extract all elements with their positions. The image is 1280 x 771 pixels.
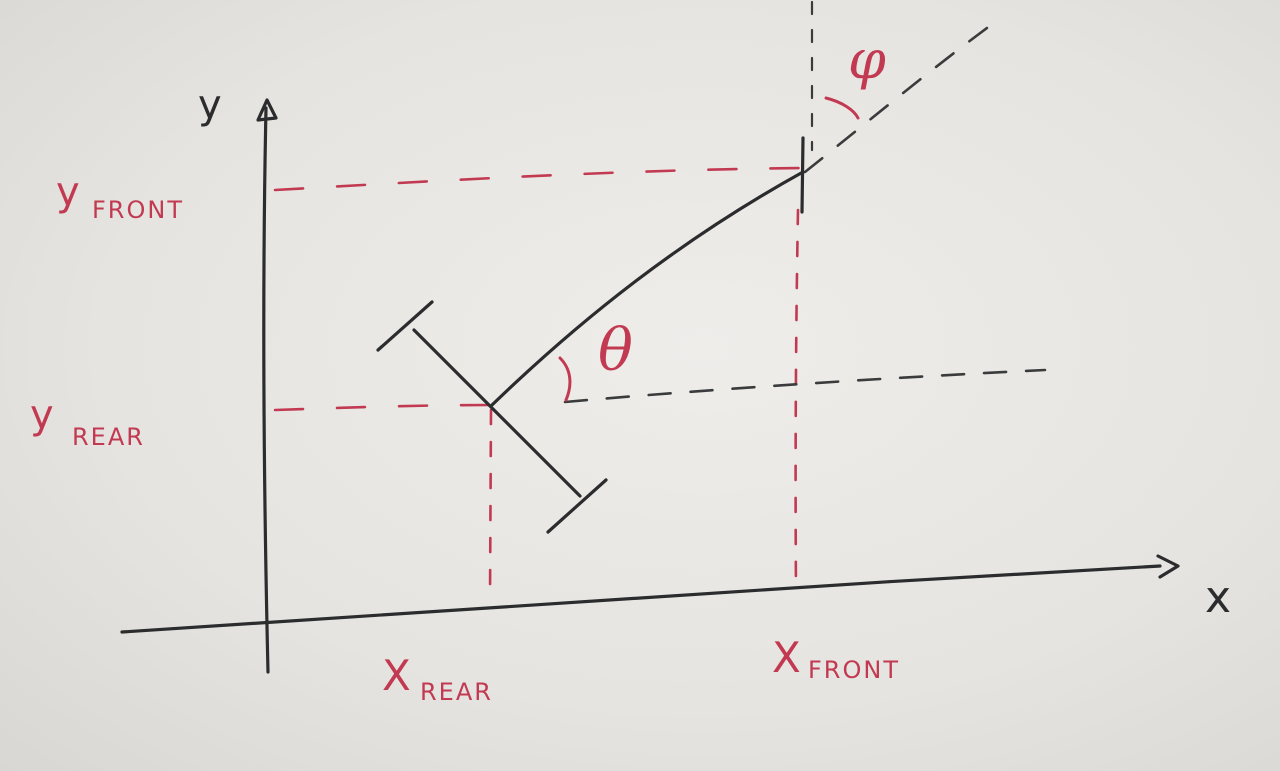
rear-wheel-left bbox=[376, 300, 434, 352]
phi-arc bbox=[824, 96, 860, 120]
front-wheel bbox=[800, 136, 805, 214]
y-rear-label-main: y bbox=[30, 392, 54, 438]
x-front-label-sub: FRONT bbox=[808, 656, 900, 684]
x-front-guide-line bbox=[794, 208, 800, 592]
y-front-guide-line bbox=[273, 166, 802, 192]
x-axis-arrowhead bbox=[1156, 554, 1180, 579]
phi-label: φ bbox=[848, 28, 886, 91]
x-rear-label-main: X bbox=[382, 651, 411, 700]
y-axis-label: y bbox=[198, 82, 222, 128]
horizontal-reference-line bbox=[563, 368, 1047, 404]
rear-axle-line bbox=[412, 328, 582, 498]
x-axis-label: x bbox=[1205, 572, 1231, 623]
y-front-label-sub: FRONT bbox=[92, 196, 184, 224]
theta-arc bbox=[558, 356, 572, 402]
theta-label: θ bbox=[598, 316, 633, 384]
x-rear-label-sub: REAR bbox=[420, 678, 493, 706]
y-axis bbox=[262, 106, 270, 674]
rear-wheel-right bbox=[546, 478, 608, 534]
wheelbase-line bbox=[490, 170, 805, 407]
y-rear-label-sub: REAR bbox=[72, 423, 145, 451]
x-rear-guide-line bbox=[488, 408, 493, 600]
y-axis-arrowhead bbox=[256, 98, 278, 122]
y-front-label-main: y bbox=[56, 169, 80, 215]
x-front-label-main: X bbox=[772, 633, 801, 682]
x-axis bbox=[120, 564, 1162, 634]
y-rear-guide-line bbox=[273, 403, 494, 412]
heading-extension-line bbox=[803, 20, 997, 174]
